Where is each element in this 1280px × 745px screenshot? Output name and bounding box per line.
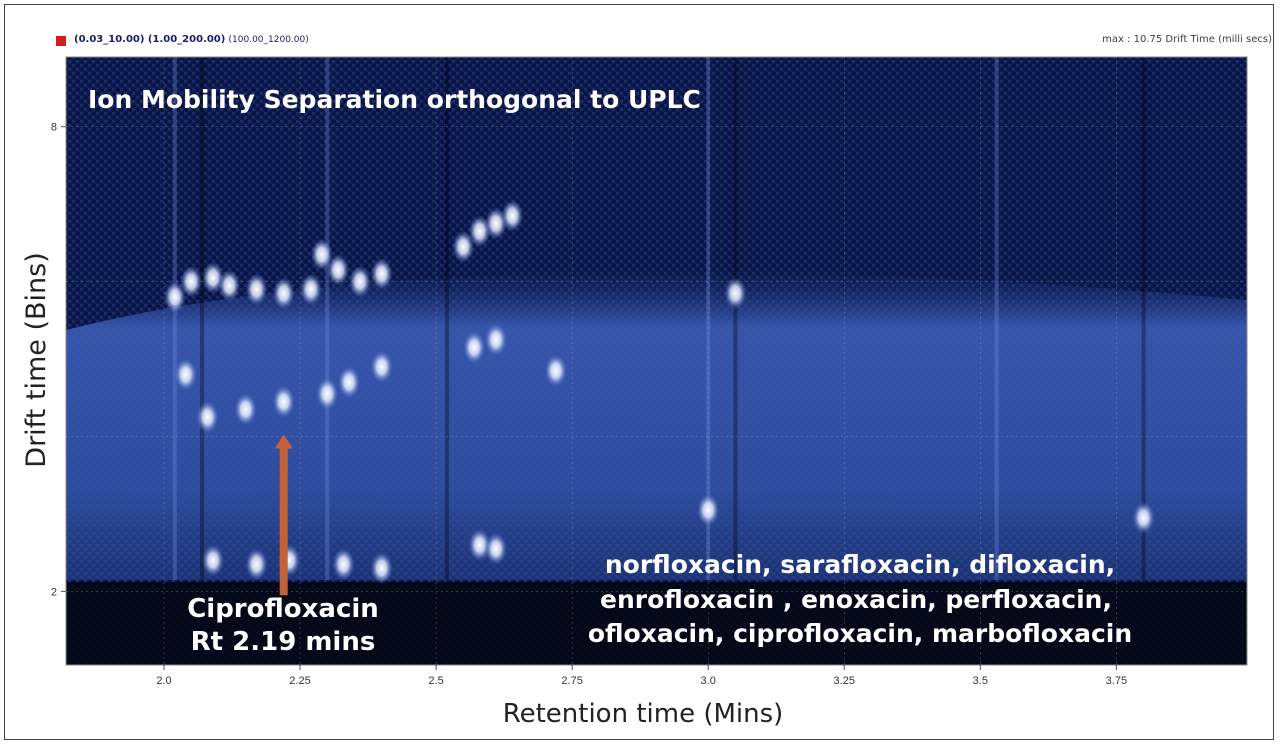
arrow-shaft xyxy=(279,446,288,596)
x-tick-label: 3.0 xyxy=(701,675,716,687)
low-drift-region xyxy=(66,582,1247,665)
annotation-compound-list-1: norfloxacin, sarafloxacin, difloxacin, xyxy=(605,550,1115,579)
x-axis-label: Retention time (Mins) xyxy=(503,699,784,729)
ion-peak xyxy=(316,377,339,410)
retention-streak xyxy=(325,57,330,580)
retention-streak xyxy=(1141,57,1146,580)
ion-peak xyxy=(174,358,197,391)
range-params: (0.03_10.00) (1.00_200.00) (100.00_1200.… xyxy=(74,34,309,45)
x-tick-label: 2.0 xyxy=(156,675,171,687)
retention-streak xyxy=(172,57,177,580)
retention-streak xyxy=(994,57,999,580)
ion-peak xyxy=(163,281,186,314)
ion-peak xyxy=(463,331,486,364)
ion-peak xyxy=(245,273,268,306)
ion-peak xyxy=(501,199,524,232)
ion-peak xyxy=(245,548,268,581)
x-tick-label: 3.75 xyxy=(1106,675,1127,687)
ion-peak xyxy=(544,354,567,387)
range-params-bold: (0.03_10.00) (1.00_200.00) xyxy=(74,34,226,45)
x-tick-label: 3.25 xyxy=(834,675,855,687)
x-tick-label: 2.25 xyxy=(289,675,310,687)
ion-peak xyxy=(180,265,203,298)
ion-peak xyxy=(310,238,333,271)
ion-peak xyxy=(234,393,257,426)
ion-peak xyxy=(484,323,507,356)
retention-streak xyxy=(444,57,449,580)
retention-streak xyxy=(200,57,205,580)
x-tick-label: 3.5 xyxy=(973,675,988,687)
y-tick-label: 2 xyxy=(51,586,57,598)
ion-peak xyxy=(201,544,224,577)
x-tick-label: 2.5 xyxy=(428,675,443,687)
ion-peak xyxy=(370,257,393,290)
plot-border xyxy=(65,56,1248,666)
series-color-marker xyxy=(56,36,66,46)
intensity-band xyxy=(66,271,1247,580)
retention-streak xyxy=(733,57,738,580)
ion-peak xyxy=(724,277,747,310)
annotation-ciprofloxacin: Ciprofloxacin xyxy=(187,594,379,624)
ion-peak xyxy=(468,528,491,561)
range-params-mz: (100.00_1200.00) xyxy=(228,35,309,45)
ion-peak xyxy=(338,366,361,399)
arrow-head xyxy=(274,434,293,449)
ion-peak xyxy=(452,230,475,263)
ion-peak xyxy=(348,265,371,298)
chart-title: Ion Mobility Separation orthogonal to UP… xyxy=(88,85,701,114)
ion-peak xyxy=(299,273,322,306)
ion-peak xyxy=(332,548,355,581)
y-tick-label: 8 xyxy=(51,122,57,134)
ion-peak xyxy=(272,385,295,418)
annotation-compound-list-3: ofloxacin, ciprofloxacin, marbofloxacin xyxy=(588,619,1132,648)
ion-peak xyxy=(370,350,393,383)
annotation-group: Ciprofloxacin Rt 2.19 mins norfloxacin, … xyxy=(187,550,1132,657)
ion-peak xyxy=(370,552,393,585)
annotation-retention-time: Rt 2.19 mins xyxy=(191,627,376,657)
max-drift-readout: max : 10.75 Drift Time (milli secs) xyxy=(1102,34,1272,45)
ion-peak xyxy=(218,269,241,302)
x-tick-label: 2.75 xyxy=(561,675,582,687)
ion-peak xyxy=(272,277,295,310)
ion-peak xyxy=(327,253,350,286)
annotation-compound-list-2: enrofloxacin , enoxacin, perfloxacin, xyxy=(600,585,1112,614)
ion-peak xyxy=(697,494,720,527)
ion-peak xyxy=(196,401,219,434)
y-axis-label: Drift time (Bins) xyxy=(21,252,52,467)
ion-peak xyxy=(484,532,507,565)
ion-peak xyxy=(1132,501,1155,534)
